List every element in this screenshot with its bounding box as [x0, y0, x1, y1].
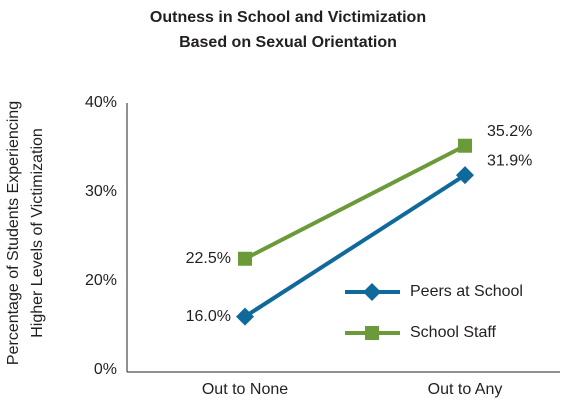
chart-title: Based on Sexual Orientation — [179, 34, 397, 51]
y-tick-label: 0% — [94, 361, 117, 378]
y-tick-label: 20% — [85, 272, 117, 289]
y-tick-label: 40% — [85, 94, 117, 111]
x-tick-label: Out to Any — [428, 381, 503, 398]
data-label: 35.2% — [487, 123, 532, 140]
legend-label: School Staff — [410, 324, 497, 341]
line — [243, 173, 467, 319]
marker — [238, 251, 252, 266]
marker — [365, 326, 379, 340]
line — [244, 143, 466, 261]
x-tick-label: Out to None — [202, 381, 288, 398]
y-tick-label: 30% — [85, 183, 117, 200]
legend-label: Peers at School — [410, 283, 523, 300]
marker — [456, 166, 474, 185]
marker — [363, 283, 381, 301]
chart-title: Outness in School and Victimization — [150, 9, 426, 26]
data-label: 31.9% — [487, 152, 532, 169]
data-label: 22.5% — [186, 250, 231, 267]
y-axis-label: Higher Levels of Victimization — [29, 128, 46, 338]
y-axis-label: Percentage of Students Experiencing — [5, 101, 22, 365]
data-label: 16.0% — [186, 308, 231, 325]
marker — [236, 307, 254, 326]
marker — [458, 138, 472, 153]
